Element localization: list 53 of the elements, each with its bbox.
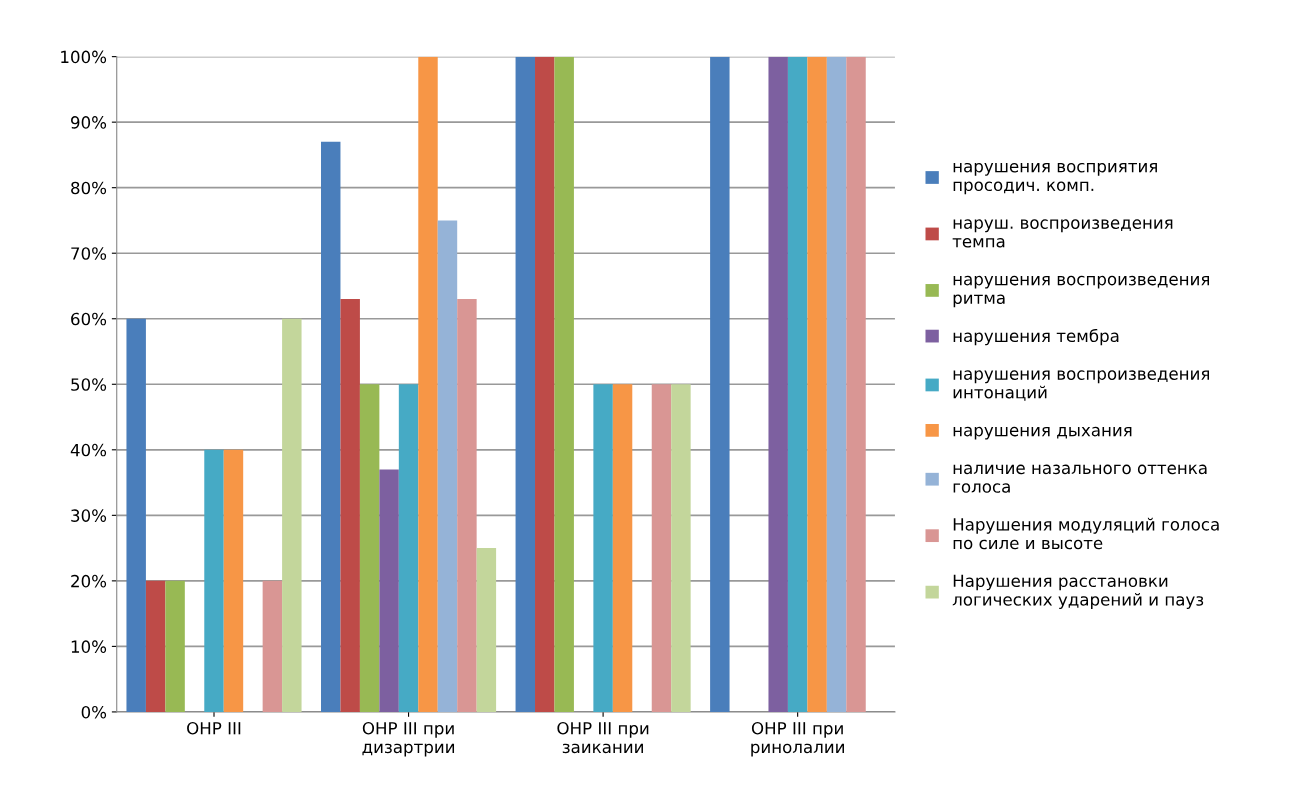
y-tick-label: 70% [71, 247, 107, 260]
y-tick-label: 50% [71, 378, 107, 391]
y-tick-label: 90% [71, 116, 107, 129]
bar [787, 56, 808, 712]
bar [807, 56, 827, 712]
bar [437, 220, 458, 712]
legend-label: нарушения дыхания [953, 426, 1132, 440]
bar [379, 469, 399, 712]
x-tick-label: ОНР III [187, 721, 241, 735]
bar [262, 580, 283, 712]
bar [340, 299, 360, 712]
bar [359, 384, 380, 712]
bar [593, 384, 613, 712]
bar [321, 141, 341, 712]
bar [398, 384, 419, 712]
y-tick-label: 30% [71, 509, 107, 522]
bar [710, 56, 730, 712]
bar [515, 56, 536, 712]
bar [204, 449, 224, 712]
y-tick-label: 10% [71, 640, 107, 653]
y-tick-label: 20% [71, 574, 107, 588]
bar [126, 318, 146, 712]
bar [768, 56, 788, 712]
legend-label: нарушения восприятия просодич. комп. [953, 162, 1157, 195]
bar [165, 580, 185, 712]
bar [145, 580, 166, 712]
legend-label: Нарушения модуляций голоса по силе и высоте [953, 517, 1219, 550]
bar [476, 548, 497, 712]
y-tick-label: 60% [71, 312, 107, 326]
legend-label: наруш. воспроизведения темпа [952, 219, 1173, 248]
legend-label: Нарушения расстановки логических ударений и пауз [952, 574, 1204, 609]
bar [457, 299, 477, 712]
bar [223, 449, 244, 712]
bar [671, 384, 691, 712]
bar [826, 56, 847, 712]
x-tick-label: ОНР III при ринолалии [751, 721, 844, 757]
legend-label: нарушения тембра [953, 328, 1119, 346]
legend-label: нарушения воспроизведения интонаций [953, 370, 1210, 401]
bar [535, 56, 555, 712]
bar [612, 384, 633, 712]
x-tick-label: ОНР III при дизартрии [362, 721, 455, 757]
legend-label: наличие назального оттенка голоса [953, 464, 1207, 493]
y-tick-label: 100% [61, 50, 107, 64]
y-tick-label: 40% [70, 443, 107, 457]
bar [651, 384, 672, 712]
bar [554, 56, 574, 712]
x-tick-label: ОНР III при заикании [557, 721, 649, 754]
y-tick-label: 80% [71, 181, 107, 195]
legend-label: нарушения воспроизведения ритма [953, 275, 1210, 308]
y-tick-label: 0% [81, 705, 107, 719]
bar [282, 318, 302, 712]
bar [418, 56, 438, 712]
bar [846, 56, 866, 712]
